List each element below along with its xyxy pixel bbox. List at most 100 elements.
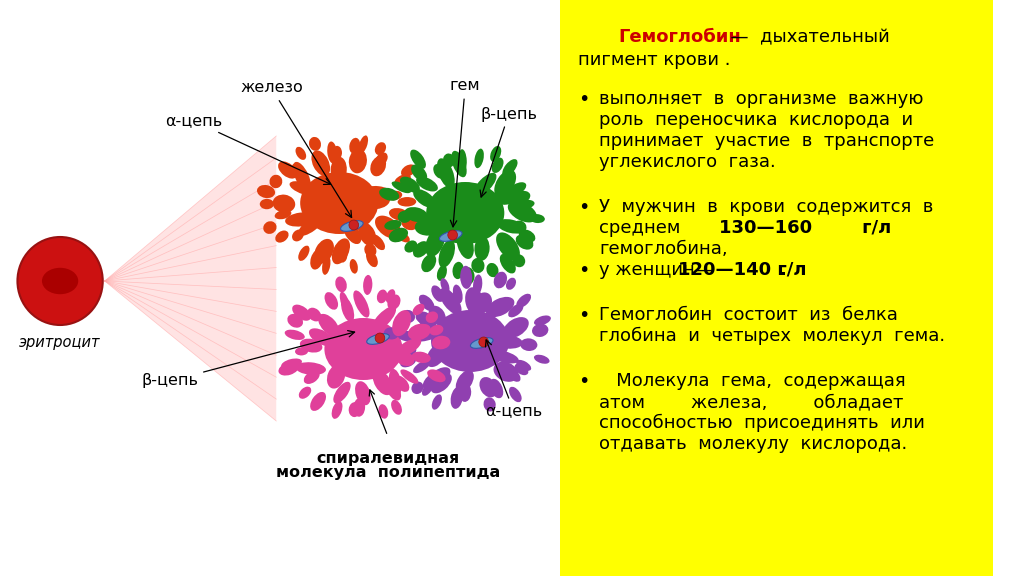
Ellipse shape	[471, 258, 484, 273]
Ellipse shape	[385, 380, 401, 400]
Ellipse shape	[516, 360, 531, 371]
Ellipse shape	[379, 404, 388, 419]
Circle shape	[447, 230, 458, 240]
Ellipse shape	[402, 344, 417, 357]
Text: эритроцит: эритроцит	[19, 335, 100, 350]
Ellipse shape	[460, 266, 472, 289]
Ellipse shape	[387, 294, 400, 310]
Ellipse shape	[397, 211, 412, 223]
Ellipse shape	[17, 237, 102, 325]
Ellipse shape	[508, 201, 537, 222]
Ellipse shape	[299, 386, 311, 399]
Ellipse shape	[413, 241, 429, 257]
Ellipse shape	[503, 317, 528, 338]
Ellipse shape	[413, 360, 430, 373]
Text: β-цепь: β-цепь	[141, 331, 354, 388]
Ellipse shape	[507, 182, 526, 196]
Ellipse shape	[298, 215, 324, 236]
Ellipse shape	[453, 262, 464, 279]
Text: •: •	[578, 90, 589, 109]
Ellipse shape	[337, 245, 347, 263]
Text: молекула  полипептида: молекула полипептида	[275, 464, 500, 479]
Ellipse shape	[375, 142, 386, 155]
Text: α-цепь: α-цепь	[485, 340, 543, 419]
Ellipse shape	[508, 304, 523, 317]
Ellipse shape	[391, 181, 411, 193]
Ellipse shape	[505, 366, 520, 382]
Ellipse shape	[394, 174, 411, 185]
Circle shape	[349, 220, 358, 230]
Text: роль  переносчика  кислорода  и: роль переносчика кислорода и	[599, 111, 913, 129]
Ellipse shape	[372, 306, 396, 332]
Ellipse shape	[431, 285, 443, 302]
Ellipse shape	[353, 398, 366, 416]
Ellipse shape	[323, 256, 331, 275]
Ellipse shape	[532, 324, 549, 337]
Ellipse shape	[474, 236, 489, 261]
Ellipse shape	[411, 164, 427, 181]
Bar	[0, 0, 560, 576]
Text: •: •	[578, 261, 589, 280]
Ellipse shape	[355, 381, 371, 406]
Ellipse shape	[516, 234, 534, 249]
Ellipse shape	[490, 146, 501, 162]
Ellipse shape	[340, 291, 350, 313]
Ellipse shape	[309, 137, 321, 151]
Ellipse shape	[389, 228, 408, 242]
Ellipse shape	[529, 214, 545, 223]
Ellipse shape	[353, 290, 370, 317]
Ellipse shape	[415, 218, 442, 236]
Ellipse shape	[349, 259, 357, 274]
Ellipse shape	[333, 382, 350, 403]
Ellipse shape	[495, 170, 516, 198]
Ellipse shape	[387, 191, 402, 200]
Ellipse shape	[426, 343, 447, 367]
Text: гем: гем	[450, 78, 480, 227]
Ellipse shape	[503, 159, 517, 176]
Ellipse shape	[307, 308, 322, 321]
Text: Гемоглобин: Гемоглобин	[618, 28, 741, 46]
Ellipse shape	[290, 181, 318, 196]
Ellipse shape	[443, 153, 455, 167]
Ellipse shape	[343, 222, 361, 244]
Ellipse shape	[386, 289, 395, 303]
Ellipse shape	[474, 149, 484, 168]
Ellipse shape	[397, 331, 419, 342]
Ellipse shape	[285, 213, 316, 226]
Ellipse shape	[432, 336, 451, 350]
Ellipse shape	[341, 221, 364, 232]
Ellipse shape	[341, 297, 354, 322]
Ellipse shape	[534, 355, 550, 364]
Ellipse shape	[473, 275, 482, 295]
Ellipse shape	[285, 329, 305, 340]
Ellipse shape	[509, 386, 521, 402]
Text: спиралевидная: спиралевидная	[316, 451, 460, 466]
Ellipse shape	[419, 295, 434, 311]
Ellipse shape	[498, 219, 525, 234]
Ellipse shape	[332, 401, 342, 419]
Ellipse shape	[279, 161, 297, 179]
Ellipse shape	[451, 387, 463, 409]
Ellipse shape	[389, 208, 410, 221]
Bar	[560, 0, 992, 576]
Ellipse shape	[416, 324, 431, 336]
Ellipse shape	[349, 138, 360, 154]
Ellipse shape	[465, 287, 484, 316]
Ellipse shape	[375, 153, 388, 167]
Ellipse shape	[367, 334, 389, 344]
Ellipse shape	[279, 362, 299, 376]
Ellipse shape	[426, 312, 438, 323]
Ellipse shape	[404, 207, 428, 222]
Ellipse shape	[309, 328, 334, 346]
Ellipse shape	[260, 199, 273, 209]
Ellipse shape	[361, 192, 390, 209]
Ellipse shape	[426, 182, 504, 244]
Ellipse shape	[377, 290, 387, 304]
Ellipse shape	[311, 150, 330, 176]
Ellipse shape	[335, 276, 347, 292]
Ellipse shape	[349, 402, 360, 417]
Ellipse shape	[349, 149, 367, 173]
Ellipse shape	[358, 222, 376, 246]
Ellipse shape	[293, 162, 311, 192]
Ellipse shape	[421, 254, 436, 272]
